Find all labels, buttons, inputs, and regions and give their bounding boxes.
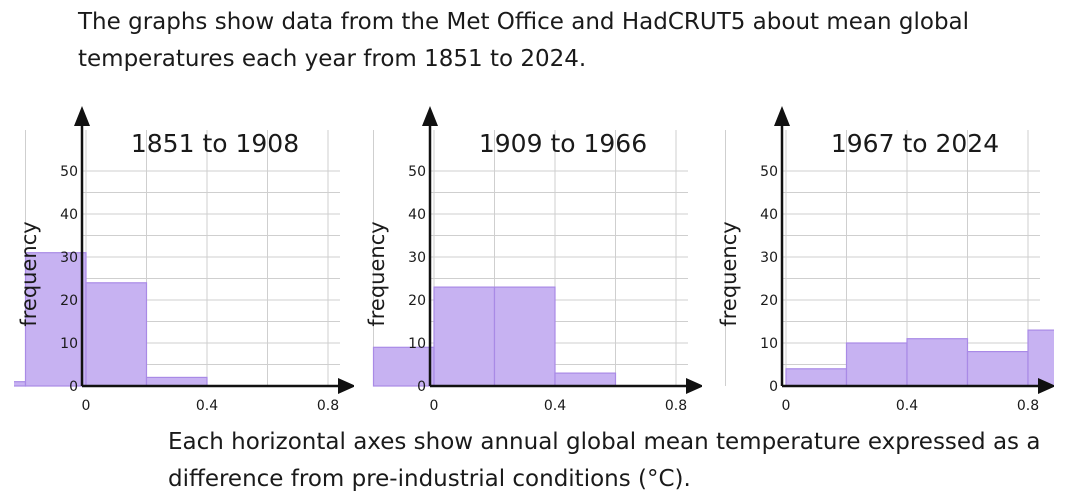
histogram-bar xyxy=(24,252,87,387)
y-tick-label: 20 xyxy=(760,293,778,309)
x-tick-label: 0.4 xyxy=(544,398,566,414)
y-tick-label: 10 xyxy=(60,336,78,352)
histogram-bar xyxy=(845,342,908,387)
x-tick-label: 0.8 xyxy=(1017,398,1039,414)
y-tick-label: 50 xyxy=(760,164,778,180)
histogram-1851-1908: 01020304050-0.400.40.81.21.6frequency185… xyxy=(14,106,354,414)
histogram-bar xyxy=(85,282,148,387)
histogram-bar xyxy=(554,372,617,387)
x-tick-label: 0.4 xyxy=(196,398,218,414)
histogram-bar xyxy=(906,338,969,387)
x-tick-label: 0 xyxy=(782,398,791,414)
x-tick-label: 0.8 xyxy=(317,398,339,414)
x-axis-arrowhead xyxy=(1038,378,1054,394)
histogram-bar xyxy=(1027,329,1054,387)
y-tick-label: 0 xyxy=(69,379,78,395)
y-axis-arrowhead xyxy=(774,106,790,126)
x-tick-label: 0 xyxy=(82,398,91,414)
y-tick-label: 50 xyxy=(60,164,78,180)
y-tick-label: 10 xyxy=(760,336,778,352)
chart-title: 1851 to 1908 xyxy=(131,129,299,158)
y-tick-label: 40 xyxy=(60,207,78,223)
histogram-1909-1966: 01020304050-0.400.40.81.21.6frequency190… xyxy=(365,106,702,414)
histogram-bar xyxy=(372,346,435,387)
histogram-bar xyxy=(493,286,556,387)
histogram-bar xyxy=(966,351,1029,387)
y-tick-label: 40 xyxy=(760,207,778,223)
y-tick-label: 50 xyxy=(408,164,426,180)
y-tick-label: 30 xyxy=(408,250,426,266)
y-tick-label: 10 xyxy=(408,336,426,352)
x-axis-arrowhead xyxy=(686,378,702,394)
y-tick-label: 20 xyxy=(408,293,426,309)
x-tick-label: 0.4 xyxy=(896,398,918,414)
histogram-1967-2024: 01020304050-0.400.40.81.21.6frequency196… xyxy=(717,106,1054,414)
histogram-bar xyxy=(785,368,848,387)
y-axis-label: frequency xyxy=(17,221,41,326)
chart-title: 1909 to 1966 xyxy=(479,129,647,158)
histogram-bar xyxy=(145,376,208,387)
intro-text: The graphs show data from the Met Office… xyxy=(78,9,970,72)
x-axis-arrowhead xyxy=(338,378,354,394)
histogram-bar xyxy=(433,286,496,387)
x-tick-label: 0 xyxy=(430,398,439,414)
chart-title: 1967 to 2024 xyxy=(831,129,999,158)
x-tick-label: 0.8 xyxy=(665,398,687,414)
y-axis-label: frequency xyxy=(717,221,741,326)
y-tick-label: 20 xyxy=(60,293,78,309)
y-tick-label: 30 xyxy=(60,250,78,266)
histogram-bar xyxy=(14,381,27,387)
y-tick-label: 40 xyxy=(408,207,426,223)
footer-text: Each horizontal axes show annual global … xyxy=(168,429,1041,492)
y-tick-label: 30 xyxy=(760,250,778,266)
y-axis-arrowhead xyxy=(422,106,438,126)
y-axis-label: frequency xyxy=(365,221,389,326)
y-tick-label: 0 xyxy=(417,379,426,395)
y-axis-arrowhead xyxy=(74,106,90,126)
y-tick-label: 0 xyxy=(769,379,778,395)
